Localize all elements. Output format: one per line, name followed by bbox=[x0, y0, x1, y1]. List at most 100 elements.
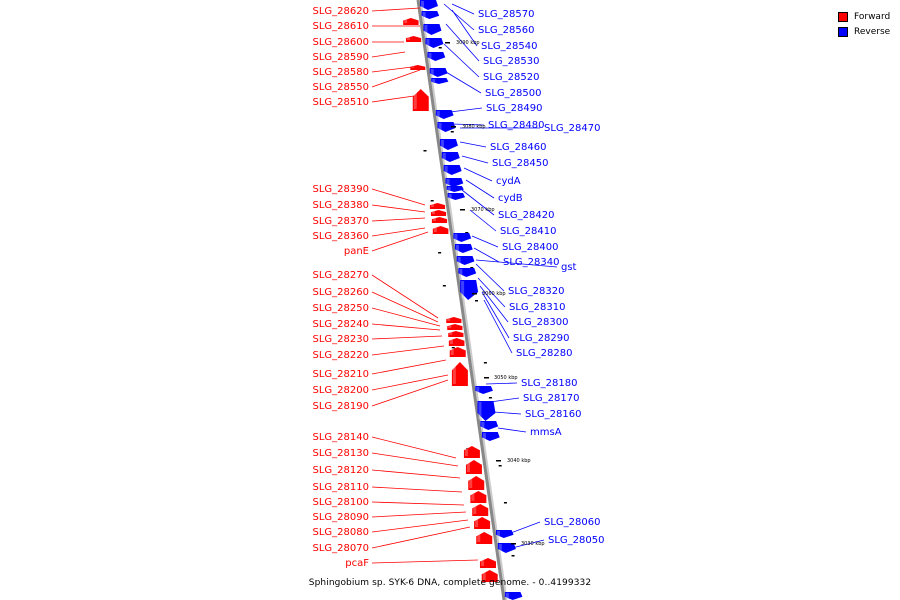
forward-gene-block[interactable] bbox=[448, 338, 465, 346]
reverse-gene-label[interactable]: SLG_28530 bbox=[483, 56, 539, 67]
reverse-gene-block[interactable] bbox=[480, 421, 499, 430]
reverse-gene-label[interactable]: SLG_28450 bbox=[492, 158, 548, 169]
reverse-gene-block[interactable] bbox=[458, 268, 477, 277]
forward-gene-label[interactable]: SLG_28110 bbox=[313, 482, 369, 493]
forward-gene-block[interactable] bbox=[481, 570, 498, 582]
forward-gene-label[interactable]: SLG_28080 bbox=[313, 527, 369, 538]
forward-gene-label[interactable]: SLG_28370 bbox=[313, 216, 369, 227]
reverse-gene-label[interactable]: SLG_28500 bbox=[485, 88, 541, 99]
reverse-gene-block[interactable] bbox=[456, 256, 475, 265]
reverse-gene-label[interactable]: SLG_28060 bbox=[544, 517, 600, 528]
reverse-gene-label[interactable]: SLG_28570 bbox=[478, 9, 534, 20]
forward-gene-label[interactable]: SLG_28620 bbox=[313, 6, 369, 17]
reverse-gene-block[interactable] bbox=[429, 68, 448, 77]
forward-gene-block[interactable] bbox=[430, 210, 447, 216]
forward-gene-label[interactable]: SLG_28550 bbox=[313, 82, 369, 93]
reverse-gene-block[interactable] bbox=[443, 165, 462, 175]
reverse-gene-label[interactable]: SLG_28340 bbox=[503, 257, 559, 268]
forward-gene-label[interactable]: SLG_28240 bbox=[313, 319, 369, 330]
forward-gene-label[interactable]: SLG_28380 bbox=[313, 200, 369, 211]
forward-gene-label[interactable]: SLG_28510 bbox=[313, 97, 369, 108]
forward-gene-block[interactable] bbox=[431, 217, 448, 223]
forward-gene-block[interactable] bbox=[465, 460, 482, 474]
reverse-gene-label[interactable]: SLG_28280 bbox=[516, 348, 572, 359]
forward-gene-label[interactable]: SLG_28610 bbox=[313, 21, 369, 32]
reverse-gene-label[interactable]: SLG_28290 bbox=[513, 333, 569, 344]
reverse-gene-block[interactable] bbox=[437, 122, 456, 132]
forward-gene-block[interactable] bbox=[463, 446, 480, 458]
reverse-gene-block[interactable] bbox=[447, 193, 466, 200]
reverse-gene-label[interactable]: SLG_28560 bbox=[478, 25, 534, 36]
forward-gene-block[interactable] bbox=[412, 89, 429, 111]
reverse-gene-block[interactable] bbox=[427, 52, 446, 61]
reverse-gene-block[interactable] bbox=[423, 24, 442, 35]
reverse-gene-label[interactable]: SLG_28540 bbox=[481, 41, 537, 52]
forward-gene-label[interactable]: SLG_28210 bbox=[313, 369, 369, 380]
forward-gene-label[interactable]: SLG_28120 bbox=[313, 465, 369, 476]
forward-gene-block[interactable] bbox=[476, 532, 493, 544]
forward-gene-block[interactable] bbox=[405, 36, 422, 42]
reverse-gene-block[interactable] bbox=[504, 592, 523, 600]
reverse-gene-label[interactable]: SLG_28050 bbox=[548, 535, 604, 546]
reverse-gene-label[interactable]: SLG_28170 bbox=[523, 393, 579, 404]
reverse-gene-block[interactable] bbox=[446, 186, 464, 192]
forward-gene-label[interactable]: SLG_28580 bbox=[313, 67, 369, 78]
forward-gene-block[interactable] bbox=[479, 558, 496, 568]
forward-gene-block[interactable] bbox=[448, 331, 464, 337]
forward-gene-label[interactable]: SLG_28250 bbox=[313, 303, 369, 314]
reverse-gene-block[interactable] bbox=[481, 432, 500, 441]
reverse-gene-block[interactable] bbox=[439, 139, 458, 150]
forward-gene-label[interactable]: SLG_28230 bbox=[313, 334, 369, 345]
forward-gene-label[interactable]: SLG_28070 bbox=[313, 543, 369, 554]
forward-gene-label[interactable]: SLG_28270 bbox=[313, 270, 369, 281]
reverse-gene-block[interactable] bbox=[435, 110, 454, 119]
reverse-gene-label[interactable]: cydA bbox=[496, 176, 521, 187]
reverse-gene-label[interactable]: gst bbox=[561, 262, 577, 273]
reverse-gene-label[interactable]: SLG_28470 bbox=[544, 123, 600, 134]
reverse-gene-label[interactable]: SLG_28160 bbox=[525, 409, 581, 420]
reverse-gene-block[interactable] bbox=[477, 401, 496, 421]
forward-gene-label[interactable]: SLG_28200 bbox=[313, 385, 369, 396]
forward-gene-label[interactable]: SLG_28130 bbox=[313, 448, 369, 459]
forward-gene-block[interactable] bbox=[403, 18, 419, 25]
forward-gene-label[interactable]: panE bbox=[344, 246, 369, 257]
reverse-gene-label[interactable]: SLG_28310 bbox=[509, 302, 565, 313]
reverse-gene-block[interactable] bbox=[453, 233, 472, 242]
forward-gene-label[interactable]: SLG_28360 bbox=[313, 231, 369, 242]
forward-gene-label[interactable]: SLG_28590 bbox=[313, 52, 369, 63]
reverse-gene-block[interactable] bbox=[420, 0, 438, 10]
reverse-gene-block[interactable] bbox=[460, 280, 479, 300]
reverse-gene-block[interactable] bbox=[495, 530, 514, 538]
forward-gene-label[interactable]: SLG_28390 bbox=[313, 184, 369, 195]
forward-gene-label[interactable]: SLG_28100 bbox=[313, 497, 369, 508]
forward-gene-block[interactable] bbox=[474, 517, 491, 529]
forward-gene-block[interactable] bbox=[429, 203, 446, 209]
reverse-gene-block[interactable] bbox=[475, 386, 493, 394]
reverse-gene-label[interactable]: SLG_28520 bbox=[483, 72, 539, 83]
forward-gene-block[interactable] bbox=[410, 65, 426, 70]
reverse-gene-label[interactable]: SLG_28420 bbox=[498, 210, 554, 221]
reverse-gene-block[interactable] bbox=[425, 38, 444, 48]
reverse-gene-block[interactable] bbox=[431, 78, 449, 84]
reverse-gene-label[interactable]: mmsA bbox=[530, 427, 562, 438]
reverse-gene-block[interactable] bbox=[497, 543, 516, 553]
forward-gene-block[interactable] bbox=[451, 362, 468, 386]
reverse-gene-label[interactable]: SLG_28490 bbox=[486, 103, 542, 114]
reverse-gene-label[interactable]: SLG_28460 bbox=[490, 142, 546, 153]
forward-gene-label[interactable]: SLG_28090 bbox=[313, 512, 369, 523]
forward-gene-block[interactable] bbox=[468, 476, 485, 490]
forward-gene-block[interactable] bbox=[472, 504, 489, 516]
forward-gene-block[interactable] bbox=[446, 317, 462, 323]
reverse-gene-block[interactable] bbox=[445, 178, 464, 187]
reverse-gene-label[interactable]: SLG_28320 bbox=[508, 286, 564, 297]
reverse-gene-label[interactable]: SLG_28480 bbox=[488, 120, 544, 131]
forward-gene-block[interactable] bbox=[432, 226, 449, 234]
reverse-gene-block[interactable] bbox=[441, 152, 460, 162]
forward-gene-label[interactable]: pcaF bbox=[345, 558, 369, 569]
reverse-gene-label[interactable]: SLG_28410 bbox=[500, 226, 556, 237]
forward-gene-label[interactable]: SLG_28140 bbox=[313, 432, 369, 443]
reverse-gene-label[interactable]: SLG_28400 bbox=[502, 242, 558, 253]
reverse-gene-label[interactable]: SLG_28300 bbox=[512, 317, 568, 328]
forward-gene-label[interactable]: SLG_28220 bbox=[313, 350, 369, 361]
reverse-gene-label[interactable]: SLG_28180 bbox=[521, 378, 577, 389]
